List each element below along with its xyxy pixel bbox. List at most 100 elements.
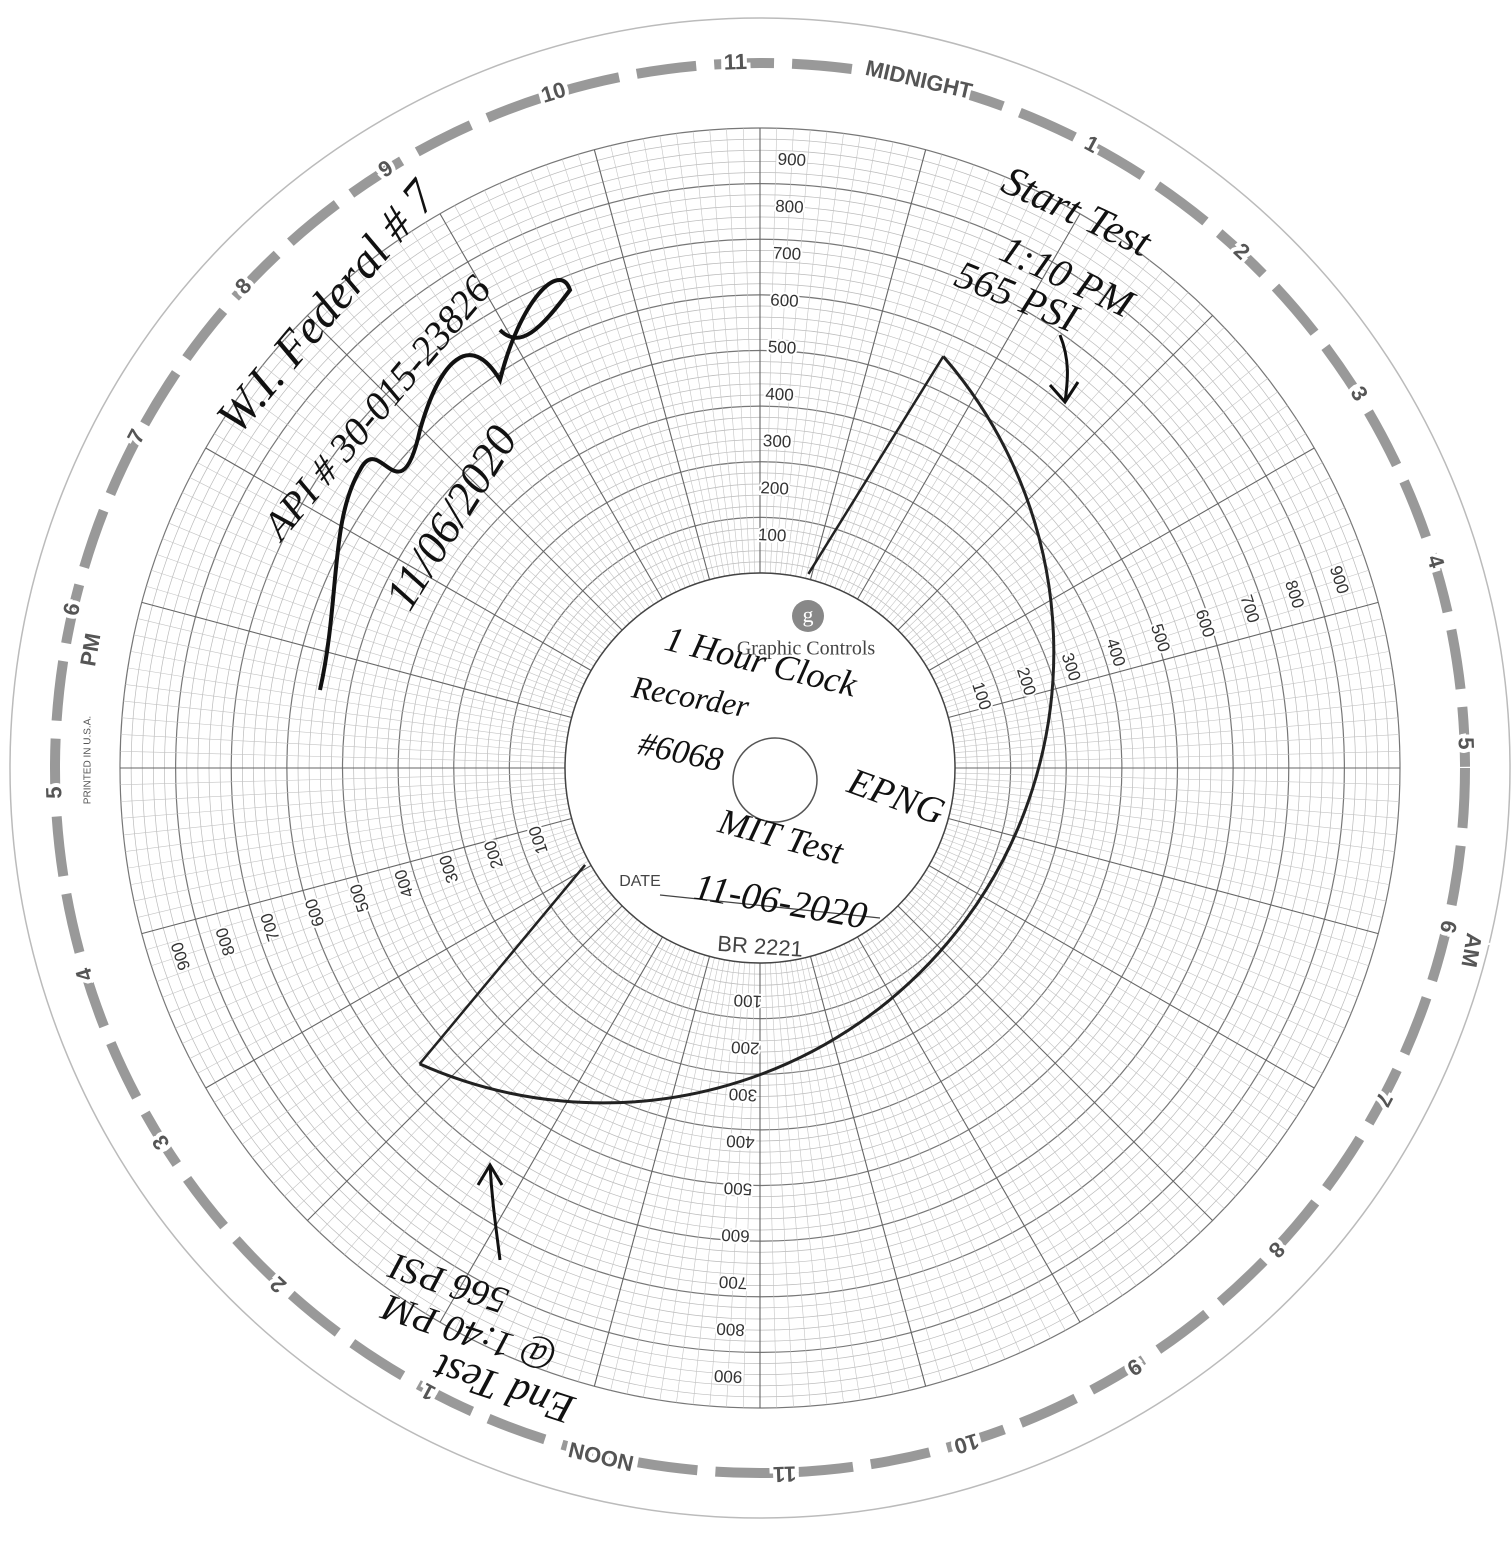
grid-radial xyxy=(214,869,594,1103)
grid-radial xyxy=(141,601,572,719)
grid-radial xyxy=(223,419,597,663)
grid-radial xyxy=(123,700,567,748)
trace-tail xyxy=(418,864,587,1065)
grid-radial xyxy=(901,327,1225,634)
grid-radial xyxy=(943,554,1364,704)
grid-radial xyxy=(137,813,571,918)
grid-radial xyxy=(162,837,579,998)
scale-label: 600 xyxy=(770,290,799,310)
grid-radial xyxy=(870,240,1123,608)
grid-radial xyxy=(331,292,630,624)
scale-label: 200 xyxy=(731,1037,760,1057)
grid-radial xyxy=(370,922,642,1276)
hour-label: 5 xyxy=(1454,737,1479,750)
grid-radial xyxy=(911,365,1258,646)
grid-radial xyxy=(908,894,1247,1184)
grid-radial xyxy=(943,832,1364,982)
grid-radial xyxy=(242,391,603,654)
grid-radial xyxy=(120,777,566,802)
grid-radial xyxy=(370,260,642,614)
grid-radial xyxy=(546,164,696,585)
grid-radial xyxy=(800,141,894,578)
scale-label: 700 xyxy=(772,243,801,263)
grid-radial xyxy=(331,912,630,1244)
grid-radial xyxy=(878,260,1150,614)
grid-radial xyxy=(945,827,1369,967)
end-arrow xyxy=(476,1162,504,1261)
grid-radial xyxy=(127,667,568,738)
trace-lead xyxy=(807,355,945,575)
grid-radial xyxy=(950,634,1387,728)
grid-radial xyxy=(344,916,634,1255)
grid-radial xyxy=(917,391,1278,654)
grid-radial xyxy=(928,865,1315,1089)
grid-radial xyxy=(120,734,566,759)
grid-radial xyxy=(834,176,1006,588)
grid-radial xyxy=(940,842,1352,1014)
grid-radial xyxy=(223,873,597,1117)
grid-radial xyxy=(469,941,672,1339)
grid-radial xyxy=(742,962,756,1408)
grid-radial xyxy=(189,477,587,680)
grid-radial xyxy=(953,684,1395,743)
grid-radial xyxy=(890,912,1189,1244)
grid-radial xyxy=(897,315,1213,631)
grid-radial xyxy=(676,133,735,575)
grid-radial xyxy=(852,939,1066,1331)
grid-radial xyxy=(953,788,1397,836)
grid-radial xyxy=(262,365,609,646)
grid-radial xyxy=(344,281,634,620)
grid-radial xyxy=(439,213,663,600)
grid-radial xyxy=(935,492,1338,685)
grid-radial xyxy=(561,159,701,583)
grid-radial xyxy=(940,522,1352,694)
grid-radial xyxy=(834,948,1006,1360)
grid-radial xyxy=(137,618,571,723)
grid-radial xyxy=(692,961,740,1405)
grid-radial xyxy=(874,250,1137,611)
scale-label: 100 xyxy=(758,525,787,545)
grid-radial xyxy=(146,823,574,951)
grid-radial xyxy=(133,808,570,902)
grid-radial xyxy=(232,405,600,658)
grid-radial xyxy=(926,869,1306,1103)
grid-radial xyxy=(769,962,794,1408)
brand: Graphic Controls xyxy=(737,638,876,660)
grid-radial xyxy=(954,734,1400,759)
brand-logo xyxy=(792,600,824,632)
grid-radial xyxy=(829,949,990,1366)
grid-radial xyxy=(775,129,811,574)
grid-radial xyxy=(938,507,1345,689)
grid-radial xyxy=(904,339,1236,638)
grid-radial xyxy=(273,352,612,642)
grid-radial xyxy=(890,292,1189,624)
grid-radial xyxy=(920,405,1288,658)
grid-radial xyxy=(911,890,1258,1171)
grid-radial xyxy=(643,138,725,577)
grid-radial xyxy=(852,205,1066,597)
grid-radial xyxy=(577,154,705,582)
scale-label: 300 xyxy=(762,431,791,451)
grid-radial xyxy=(882,919,1163,1266)
grid-radial xyxy=(307,315,623,631)
grid-radial xyxy=(151,569,575,709)
grid-radial xyxy=(946,585,1374,713)
scale-label: 800 xyxy=(775,197,804,217)
grid-radial xyxy=(593,956,711,1387)
grid-radial xyxy=(954,777,1400,802)
grid-radial xyxy=(593,149,711,580)
signature xyxy=(318,278,573,691)
grid-radial xyxy=(954,750,1400,764)
logo-glyph: g xyxy=(803,602,814,627)
grid-radial xyxy=(133,634,570,728)
grid-radial xyxy=(785,133,844,575)
start-arrow xyxy=(1048,334,1080,405)
scale-label: 800 xyxy=(716,1319,745,1339)
grid-radial xyxy=(878,922,1150,1276)
grid-radial xyxy=(933,856,1331,1059)
grid-radial xyxy=(742,128,756,574)
grid-radial xyxy=(130,651,569,733)
grid-radial xyxy=(425,934,659,1314)
hour-label: 11 xyxy=(723,49,747,75)
